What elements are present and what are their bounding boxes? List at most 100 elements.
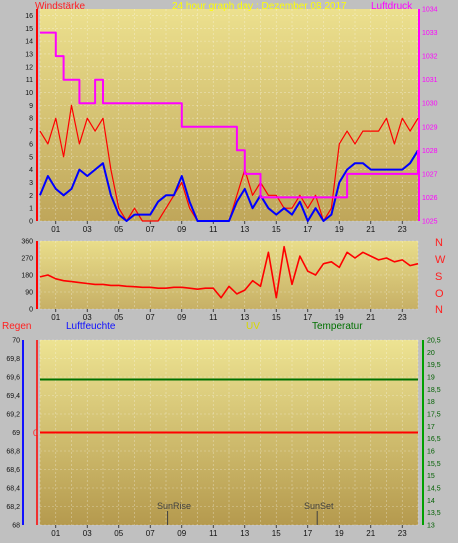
panel-3-right-tick-label: 17 (427, 424, 435, 431)
panel-2-left-tick-label: 180 (21, 273, 33, 280)
panel-1-x-tick-label: 07 (146, 225, 155, 234)
panel-3-left-tick-label: 69,4 (6, 393, 20, 400)
sunset-label: SunSet (304, 501, 334, 511)
panel-3-left-tick-label: 68,2 (6, 504, 20, 511)
panel-1-left-tick-label: 6 (29, 141, 33, 148)
panel-3-x-tick-label: 17 (303, 529, 312, 538)
panel-1-left-tick-label: 9 (29, 103, 33, 110)
panel-3-right-tick-label: 14,5 (427, 486, 441, 493)
panel-3-x-tick-label: 05 (114, 529, 123, 538)
panel-3-x-tick-label: 01 (51, 529, 60, 538)
panel-2-x-tick-label: 21 (366, 313, 375, 322)
panel-2-left-tick-label: 0 (29, 307, 33, 314)
panel-1-right-tick-label: 1027 (422, 171, 438, 178)
panel-2-left-tick-label: 90 (25, 290, 33, 297)
panel-1-x-tick-label: 21 (366, 225, 375, 234)
panel-3-right-tick-label: 18,5 (427, 387, 441, 394)
panel-1-left-tick-label: 2 (29, 193, 33, 200)
panel-1-left-tick-label: 13 (25, 51, 33, 58)
graph-date-title: 24 hour graph day : Dezember 08 2017 (172, 1, 347, 12)
panel-3-left-tick-label: 69,6 (6, 375, 20, 382)
panel-3-right-tick-label: 17,5 (427, 412, 441, 419)
panel-3-x-tick-label: 15 (272, 529, 281, 538)
panel-3-right-tick-label: 20 (427, 350, 435, 357)
panel-3-right-tick-label: 13 (427, 523, 435, 530)
panel-1-right-tick-label: 1032 (422, 54, 438, 61)
uv-title: UV (246, 321, 260, 332)
panel-3-left-tick-label: 68,4 (6, 486, 20, 493)
panel-1-background (40, 9, 418, 221)
panel-1-x-tick-label: 19 (335, 225, 344, 234)
panel-2-x-tick-label: 03 (83, 313, 92, 322)
panel-3-left-tick-label: 68,8 (6, 449, 20, 456)
panel-1-right-tick-label: 1031 (422, 77, 438, 84)
panel-2-x-tick-label: 13 (240, 313, 249, 322)
panel-1-right-tick-label: 1028 (422, 148, 438, 155)
panel-3-left-tick-label: 68 (12, 523, 20, 530)
panel-1-x-tick-label: 09 (177, 225, 186, 234)
direction-letter-n1: N (435, 237, 443, 249)
panel-2-x-tick-label: 07 (146, 313, 155, 322)
panel-1-right-tick-label: 1029 (422, 124, 438, 131)
panel-2-left-tick-label: 270 (21, 256, 33, 263)
panel-1-right-tick-label: 1026 (422, 195, 438, 202)
direction-letter-w: W (435, 254, 446, 266)
panel-1-right-tick-label: 1034 (422, 7, 438, 14)
panel-1-left-tick-label: 7 (29, 129, 33, 136)
panel-1-left-tick-label: 5 (29, 154, 33, 161)
panel-1-left-tick-label: 11 (26, 77, 33, 84)
panel-3-x-tick-label: 03 (83, 529, 92, 538)
panel-3-left-tick-label: 68,6 (6, 467, 20, 474)
panel-2-x-tick-label: 09 (177, 313, 186, 322)
panel-1-right-tick-label: 1025 (422, 219, 438, 226)
panel-2-left-tick-label: 360 (21, 239, 33, 246)
direction-letter-o: O (435, 288, 444, 300)
panel-1-x-tick-label: 23 (398, 225, 407, 234)
panel-1-x-tick-label: 15 (272, 225, 281, 234)
panel-2-x-tick-label: 19 (335, 313, 344, 322)
panel-3-right-tick-label: 20,5 (427, 338, 441, 345)
panel-3-right-tick-label: 15 (427, 473, 435, 480)
panel-3-left-tick-label: 69 (12, 430, 20, 437)
panel-1-left-tick-label: 15 (25, 26, 33, 33)
panel-1-left-tick-label: 8 (29, 116, 33, 123)
panel-3-left-tick-label: 69,2 (6, 412, 20, 419)
panel-3-x-tick-label: 07 (146, 529, 155, 538)
panel-3-x-tick-label: 11 (209, 529, 218, 538)
panel-3-x-tick-label: 21 (366, 529, 375, 538)
rain-title: Regen (2, 321, 32, 332)
panel-1-left-tick-label: 10 (25, 90, 33, 97)
panel-1-left-tick-label: 1 (29, 206, 33, 213)
panel-3-right-tick-label: 15,5 (427, 461, 441, 468)
panel-2-x-tick-label: 05 (114, 313, 123, 322)
panel-1-x-tick-label: 03 (83, 225, 92, 234)
panel-3-x-tick-label: 19 (335, 529, 344, 538)
panel-2-x-tick-label: 23 (398, 313, 407, 322)
panel-1-right-tick-label: 1033 (422, 30, 438, 37)
panel-3-right-tick-label: 19 (427, 375, 435, 382)
panel-3-right-tick-label: 14 (427, 498, 435, 505)
panel-1-left-tick-label: 14 (25, 39, 33, 46)
pressure-title: Luftdruck (371, 1, 413, 12)
temperature-title: Temperatur (312, 321, 363, 332)
panel-2-x-tick-label: 11 (209, 313, 218, 322)
series-direction-line (39, 245, 419, 299)
panel-3-x-tick-label: 09 (177, 529, 186, 538)
panel-1-left-tick-label: 12 (25, 64, 33, 71)
panel-1-x-tick-label: 17 (303, 225, 312, 234)
direction-letter-s: S (435, 271, 443, 283)
panel-1-right-tick-label: 1030 (422, 101, 438, 108)
panel-3-right-tick-label: 16,5 (427, 436, 441, 443)
panel-2-x-tick-label: 15 (272, 313, 281, 322)
panel-3-left-tick-label: 69,8 (6, 356, 20, 363)
sunrise-label: SunRise (157, 501, 192, 511)
panel-1-x-tick-label: 05 (114, 225, 123, 234)
direction-letter-n2: N (435, 304, 443, 316)
panel-1-left-tick-label: 3 (29, 180, 33, 187)
panel-3-right-tick-label: 13,5 (427, 510, 441, 517)
panel-1-x-tick-label: 11 (209, 225, 218, 234)
wind-title: Windstärke (35, 1, 86, 12)
panel-1-x-tick-label: 13 (240, 225, 249, 234)
